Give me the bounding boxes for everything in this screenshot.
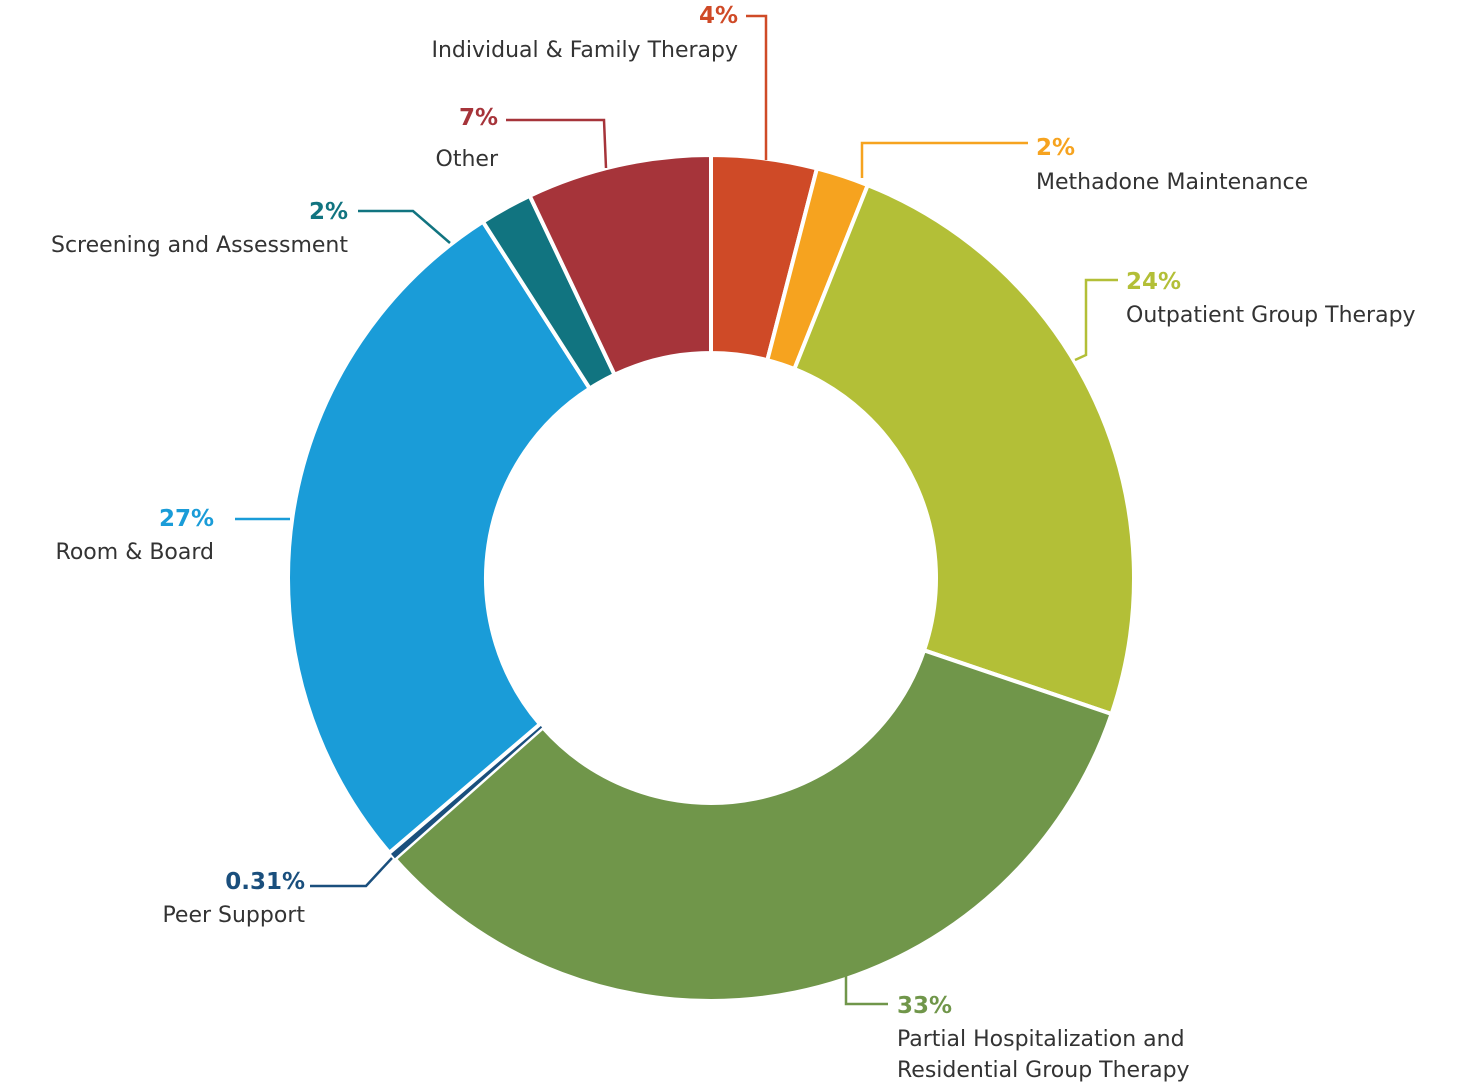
- category-label: Individual & Family Therapy: [431, 38, 739, 63]
- leader-line: [860, 141, 1028, 178]
- category-label: Methadone Maintenance: [1036, 170, 1309, 195]
- category-label: Screening and Assessment: [51, 233, 348, 258]
- leader-line: [358, 209, 451, 244]
- donut-segment: [791, 182, 1136, 717]
- value-label: 7%: [458, 105, 498, 131]
- leader-line: [310, 857, 393, 888]
- leader-line: [844, 975, 888, 1006]
- donut-segment: [391, 647, 1115, 1003]
- category-label: Peer Support: [162, 903, 305, 928]
- category-label: Partial Hospitalization and Residential …: [897, 1027, 1190, 1083]
- leader-line: [1074, 278, 1118, 362]
- value-label: 33%: [897, 993, 953, 1019]
- value-label: 4%: [698, 3, 738, 29]
- category-label: Other: [435, 147, 498, 172]
- category-label: Outpatient Group Therapy: [1126, 303, 1416, 328]
- value-label: 2%: [1036, 135, 1076, 161]
- value-label: 2%: [308, 199, 348, 225]
- value-label: 27%: [158, 506, 214, 532]
- value-label: 24%: [1126, 269, 1182, 295]
- value-label: 0.31%: [225, 869, 305, 895]
- category-label: Room & Board: [55, 540, 214, 565]
- leader-line: [506, 118, 608, 169]
- leader-line: [746, 14, 768, 160]
- donut-segment: [286, 218, 593, 856]
- donut-segment: [527, 152, 713, 378]
